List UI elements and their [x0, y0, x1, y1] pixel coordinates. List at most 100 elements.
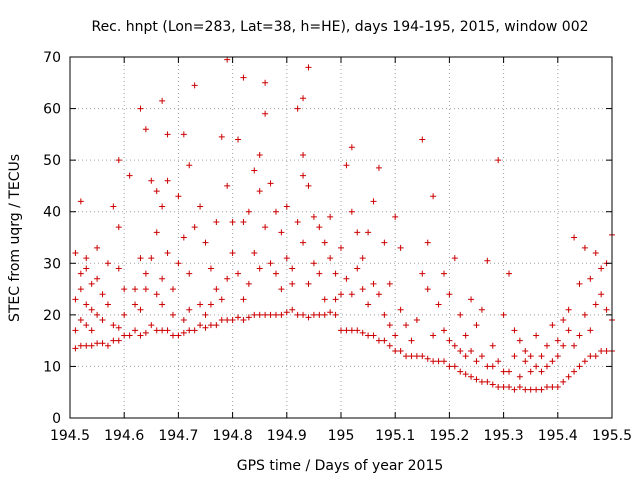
data-point	[457, 368, 464, 375]
data-point	[538, 368, 545, 375]
data-point	[180, 329, 187, 336]
data-point	[565, 327, 572, 334]
axis-ticks	[69, 56, 613, 419]
data-point	[511, 386, 518, 393]
data-point	[424, 286, 431, 293]
data-point	[603, 306, 610, 313]
data-point	[484, 378, 491, 385]
data-point	[99, 317, 106, 324]
data-point	[180, 131, 187, 138]
data-point	[197, 203, 204, 210]
data-point	[153, 327, 160, 334]
data-point	[88, 327, 95, 334]
data-point	[506, 270, 513, 277]
data-point	[419, 353, 426, 360]
data-point	[543, 342, 550, 349]
data-point	[533, 332, 540, 339]
data-point	[132, 301, 139, 308]
data-point	[451, 255, 458, 262]
data-point	[224, 56, 231, 63]
data-point	[500, 384, 507, 391]
data-point	[213, 219, 220, 226]
data-point	[180, 234, 187, 241]
data-point	[137, 332, 144, 339]
data-point	[430, 358, 437, 365]
data-point	[576, 332, 583, 339]
data-point	[240, 296, 247, 303]
data-point	[83, 255, 90, 262]
data-point	[381, 337, 388, 344]
data-point	[180, 317, 187, 324]
data-point	[576, 280, 583, 287]
data-point	[77, 286, 84, 293]
data-point	[468, 296, 475, 303]
data-point	[83, 342, 90, 349]
data-point	[202, 239, 209, 246]
data-point	[267, 311, 274, 318]
data-point	[72, 249, 79, 256]
data-point	[522, 358, 529, 365]
data-point	[88, 342, 95, 349]
data-point	[516, 384, 523, 391]
data-point	[598, 291, 605, 298]
data-point	[424, 239, 431, 246]
x-tick-label: 195.5	[592, 428, 632, 444]
data-point	[267, 260, 274, 267]
data-point	[522, 386, 529, 393]
data-point	[175, 332, 182, 339]
data-point	[115, 337, 122, 344]
data-point	[256, 265, 263, 272]
data-point	[359, 286, 366, 293]
data-point	[478, 378, 485, 385]
data-point	[549, 358, 556, 365]
data-point	[495, 358, 502, 365]
data-points	[72, 56, 615, 393]
data-point	[235, 136, 242, 143]
data-point	[560, 378, 567, 385]
data-point	[511, 353, 518, 360]
data-point	[169, 332, 176, 339]
data-point	[175, 260, 182, 267]
data-point	[321, 311, 328, 318]
data-point	[554, 353, 561, 360]
data-point	[289, 306, 296, 313]
data-point	[343, 162, 350, 169]
data-point	[316, 311, 323, 318]
data-point	[224, 182, 231, 189]
data-point	[332, 270, 339, 277]
data-point	[110, 337, 117, 344]
data-point	[571, 342, 578, 349]
data-point	[571, 234, 578, 241]
data-point	[256, 188, 263, 195]
data-point	[543, 384, 550, 391]
data-point	[603, 347, 610, 354]
data-point	[224, 317, 231, 324]
data-point	[527, 353, 534, 360]
data-point	[283, 203, 290, 210]
data-point	[370, 280, 377, 287]
data-point	[440, 358, 447, 365]
x-tick-labels: 194.5 194.6 194.7 194.8 194.9 195 195.1 195.2 19…	[50, 428, 632, 444]
data-point	[321, 239, 328, 246]
data-point	[142, 329, 149, 336]
data-point	[137, 306, 144, 313]
data-point	[272, 208, 279, 215]
x-tick-label: 195	[328, 428, 355, 444]
data-point	[153, 188, 160, 195]
data-point	[262, 79, 269, 86]
data-point	[251, 311, 258, 318]
data-point	[365, 332, 372, 339]
data-point	[440, 270, 447, 277]
data-point	[72, 296, 79, 303]
y-tick-label: 50	[43, 153, 61, 169]
data-point	[310, 311, 317, 318]
data-point	[235, 314, 242, 321]
data-point	[446, 291, 453, 298]
data-point	[169, 286, 176, 293]
data-point	[126, 332, 133, 339]
data-point	[386, 280, 393, 287]
data-point	[159, 275, 166, 282]
data-point	[343, 327, 350, 334]
data-point	[375, 337, 382, 344]
